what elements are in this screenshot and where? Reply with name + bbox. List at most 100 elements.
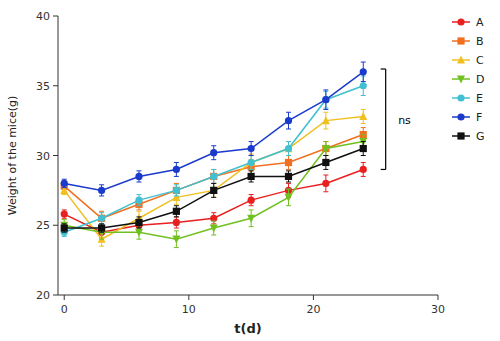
x-tick-label: 30 [431, 303, 445, 316]
point [248, 197, 255, 204]
plot-area [60, 62, 367, 248]
point [322, 96, 329, 103]
point [248, 173, 255, 180]
point [360, 82, 367, 89]
series-line [64, 149, 363, 229]
x-axis [58, 295, 438, 296]
series [60, 109, 367, 246]
y-tick [53, 85, 58, 86]
point [210, 173, 217, 180]
point [359, 112, 367, 120]
point [61, 180, 68, 187]
series [61, 162, 367, 237]
point [98, 187, 105, 194]
point [173, 219, 180, 226]
point [172, 236, 180, 244]
point [285, 145, 292, 152]
x-tick [313, 295, 314, 300]
point [61, 210, 68, 217]
point [285, 173, 292, 180]
x-tick-label: 0 [61, 303, 68, 316]
point [285, 159, 292, 166]
y-tick [53, 16, 58, 17]
point [322, 96, 329, 103]
annotation: ns [398, 114, 411, 127]
legend-label: A [476, 16, 484, 29]
point [210, 224, 218, 232]
bracket-line [385, 69, 386, 169]
legend-label: D [476, 73, 484, 86]
legend-marker [457, 132, 464, 139]
series [61, 62, 367, 196]
x-tick-label: 10 [182, 303, 196, 316]
point [135, 219, 142, 226]
point [61, 224, 68, 231]
legend-label: F [476, 111, 482, 124]
point [173, 187, 180, 194]
point [322, 116, 330, 124]
legend-marker [457, 18, 464, 25]
legend-label: B [476, 35, 484, 48]
legend-label: G [476, 130, 485, 143]
point [248, 159, 255, 166]
point [284, 194, 292, 202]
point [285, 117, 292, 124]
point [135, 197, 142, 204]
bracket-tick [381, 68, 386, 69]
series [61, 128, 367, 226]
point [173, 208, 180, 215]
point [173, 166, 180, 173]
point [247, 158, 255, 166]
point [173, 187, 180, 194]
x-tick [64, 295, 65, 300]
series [60, 135, 367, 248]
y-tick [53, 155, 58, 156]
point [210, 187, 217, 194]
legend: ABCDEFG [452, 16, 485, 143]
y-tick [53, 225, 58, 226]
y-axis-label: Weight of the mice(g) [6, 96, 19, 216]
series [61, 142, 367, 233]
point [210, 173, 217, 180]
point [322, 180, 329, 187]
y-tick-label: 40 [36, 10, 50, 23]
point [135, 173, 142, 180]
point [98, 215, 105, 222]
legend-label: E [476, 92, 483, 105]
point [135, 229, 143, 237]
x-tick-label: 20 [306, 303, 320, 316]
point [210, 149, 217, 156]
y-tick-label: 35 [36, 80, 50, 93]
series [61, 76, 367, 236]
legend-marker [457, 37, 464, 44]
point [360, 166, 367, 173]
legend-marker [457, 56, 465, 64]
point [322, 159, 329, 166]
point [210, 186, 218, 194]
series-line [64, 135, 363, 219]
y-tick-label: 25 [36, 219, 50, 232]
chart: 0 10 20 30 20 25 30 35 40 t(d) Weight of the mice(… [0, 0, 500, 341]
y-tick [53, 295, 58, 296]
legend-marker [457, 75, 465, 83]
y-tick-label: 30 [36, 150, 50, 163]
legend-marker [457, 113, 464, 120]
series-line [64, 72, 363, 191]
legend-marker [457, 94, 464, 101]
y-tick-label: 20 [36, 289, 50, 302]
point [98, 224, 105, 231]
point [98, 215, 105, 222]
series-line [64, 142, 363, 240]
point [248, 145, 255, 152]
series-line [64, 86, 363, 232]
bracket-tick [381, 169, 386, 170]
point [360, 68, 367, 75]
x-tick [438, 295, 439, 300]
x-axis-label: t(d) [234, 321, 261, 336]
point [360, 145, 367, 152]
series-line [64, 116, 363, 239]
point [247, 215, 255, 223]
legend-label: C [476, 54, 484, 67]
x-tick [188, 295, 189, 300]
point [322, 145, 330, 153]
